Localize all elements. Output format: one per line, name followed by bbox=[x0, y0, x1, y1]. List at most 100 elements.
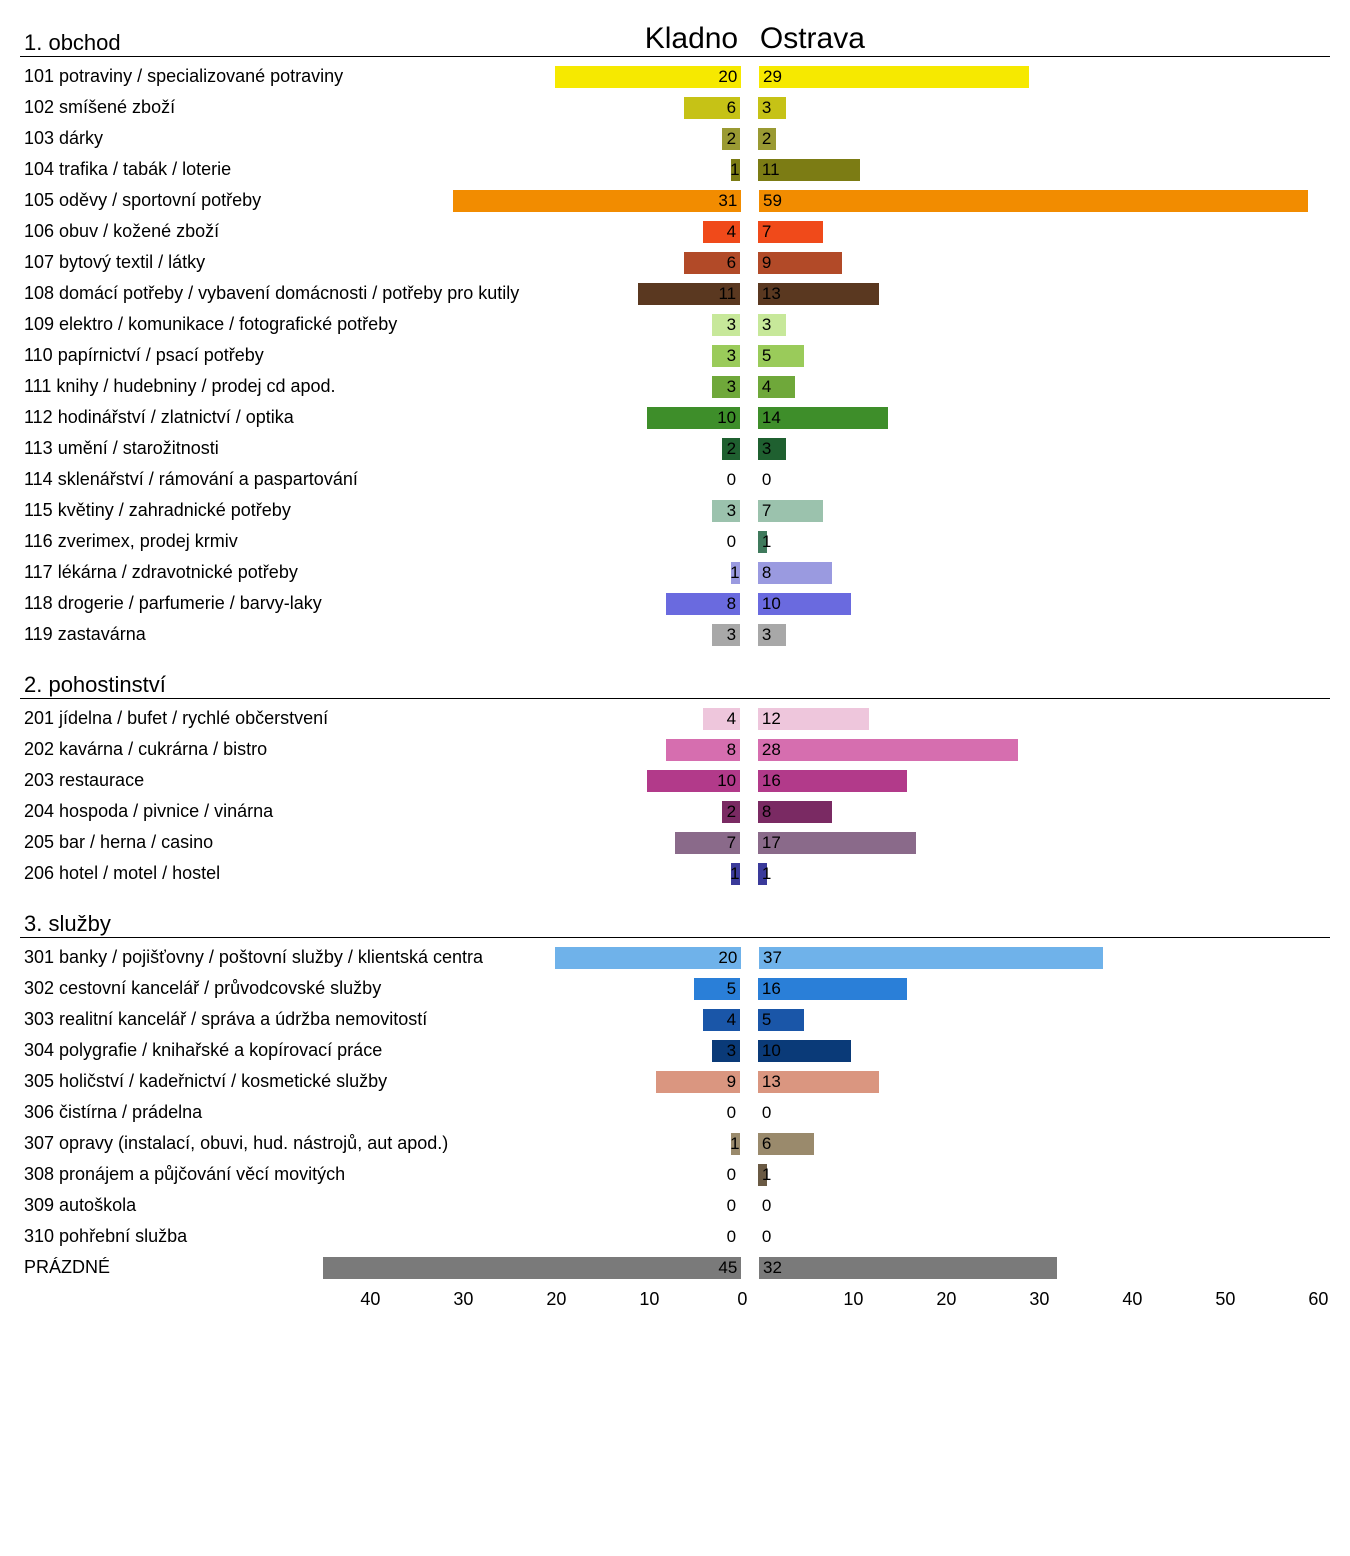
bar-left: 10 bbox=[647, 407, 740, 429]
data-row: 108 domácí potřeby / vybavení domácnosti… bbox=[20, 278, 1330, 309]
row-label: 101 potraviny / specializované potraviny bbox=[20, 66, 571, 87]
axis-tick: 40 bbox=[1122, 1289, 1142, 1310]
bar-right: 11 bbox=[758, 159, 860, 181]
bar-left-wrap: 0 bbox=[572, 1163, 740, 1187]
row-label: 202 kavárna / cukrárna / bistro bbox=[20, 739, 572, 760]
bar-left-wrap: 0 bbox=[572, 1194, 740, 1218]
row-label: 205 bar / herna / casino bbox=[20, 832, 572, 853]
bar-left: 3 bbox=[712, 500, 740, 522]
bar-right-wrap: 5 bbox=[758, 1008, 1330, 1032]
bar-right: 3 bbox=[758, 438, 786, 460]
value-left: 6 bbox=[723, 98, 740, 118]
bar-right: 29 bbox=[759, 66, 1029, 88]
value-right: 3 bbox=[758, 439, 775, 459]
value-left: 4 bbox=[723, 1010, 740, 1030]
header-row: 1. obchodKladnoOstrava bbox=[20, 20, 1330, 56]
row-label: 307 opravy (instalací, obuvi, hud. nástr… bbox=[20, 1133, 572, 1154]
value-right: 1 bbox=[758, 1165, 772, 1185]
value-right: 8 bbox=[758, 802, 775, 822]
bar-right-wrap: 3 bbox=[758, 313, 1330, 337]
data-row: 111 knihy / hudebniny / prodej cd apod.3… bbox=[20, 371, 1330, 402]
bar-left-wrap: 2 bbox=[572, 127, 740, 151]
value-right: 11 bbox=[758, 160, 784, 180]
bar-left: 31 bbox=[453, 190, 741, 212]
bar-left-wrap: 1 bbox=[572, 862, 740, 886]
bar-right: 10 bbox=[758, 593, 851, 615]
value-right: 7 bbox=[758, 501, 775, 521]
bar-right: 5 bbox=[758, 1009, 805, 1031]
bar-left-wrap: 5 bbox=[572, 977, 740, 1001]
bar-left-wrap: 1 bbox=[572, 158, 740, 182]
row-label: 108 domácí potřeby / vybavení domácnosti… bbox=[20, 283, 572, 304]
bar-right: 13 bbox=[758, 1071, 879, 1093]
value-right: 32 bbox=[759, 1258, 786, 1278]
value-right: 0 bbox=[758, 470, 775, 490]
value-left: 3 bbox=[723, 1041, 740, 1061]
value-right: 17 bbox=[758, 833, 785, 853]
bar-left-wrap: 9 bbox=[572, 1070, 740, 1094]
section-title: 1. obchod bbox=[20, 30, 572, 56]
row-label: 106 obuv / kožené zboží bbox=[20, 221, 572, 242]
bar-left: 1 bbox=[731, 562, 740, 584]
bar-left-wrap: 6 bbox=[572, 251, 740, 275]
data-row: 306 čistírna / prádelna00 bbox=[20, 1097, 1330, 1128]
bar-left: 3 bbox=[712, 376, 740, 398]
bar-left: 5 bbox=[694, 978, 741, 1000]
data-row: 308 pronájem a půjčování věcí movitých01 bbox=[20, 1159, 1330, 1190]
value-right: 6 bbox=[758, 1134, 775, 1154]
bar-right: 1 bbox=[758, 531, 767, 553]
bar-left: 6 bbox=[684, 97, 740, 119]
row-label: 115 květiny / zahradnické potřeby bbox=[20, 500, 572, 521]
value-left: 1 bbox=[726, 864, 740, 884]
row-label: 303 realitní kancelář / správa a údržba … bbox=[20, 1009, 572, 1030]
bar-left-wrap: 4 bbox=[572, 707, 740, 731]
axis-tick: 20 bbox=[546, 1289, 566, 1310]
bar-right: 8 bbox=[758, 801, 832, 823]
data-row: 118 drogerie / parfumerie / barvy-laky81… bbox=[20, 588, 1330, 619]
bar-right-wrap: 11 bbox=[758, 158, 1330, 182]
data-row: 110 papírnictví / psací potřeby35 bbox=[20, 340, 1330, 371]
axis-tick: 10 bbox=[639, 1289, 659, 1310]
value-left: 10 bbox=[713, 408, 740, 428]
value-left: 1 bbox=[726, 563, 740, 583]
value-left: 0 bbox=[723, 532, 740, 552]
bar-right-wrap: 3 bbox=[758, 96, 1330, 120]
bar-right-wrap: 37 bbox=[759, 946, 1330, 970]
axis-tick: 0 bbox=[737, 1289, 747, 1310]
bar-right-wrap: 1 bbox=[758, 530, 1330, 554]
row-label: 301 banky / pojišťovny / poštovní služby… bbox=[20, 947, 571, 968]
data-row: 304 polygrafie / knihařské a kopírovací … bbox=[20, 1035, 1330, 1066]
city-left-header: Kladno bbox=[572, 22, 740, 56]
row-label: 201 jídelna / bufet / rychlé občerstvení bbox=[20, 708, 572, 729]
axis-tick: 20 bbox=[936, 1289, 956, 1310]
axis-tick: 60 bbox=[1308, 1289, 1328, 1310]
section-divider bbox=[20, 937, 1330, 938]
bar-right-wrap: 1 bbox=[758, 862, 1330, 886]
data-row: 119 zastavárna33 bbox=[20, 619, 1330, 650]
bar-right-wrap: 6 bbox=[758, 1132, 1330, 1156]
bar-left-wrap: 3 bbox=[572, 344, 740, 368]
bar-left: 8 bbox=[666, 739, 740, 761]
bar-left: 2 bbox=[722, 128, 741, 150]
row-label: 112 hodinářství / zlatnictví / optika bbox=[20, 407, 572, 428]
section-title: 3. služby bbox=[20, 911, 1330, 937]
bar-left-wrap: 20 bbox=[571, 946, 741, 970]
value-right: 5 bbox=[758, 346, 775, 366]
bar-left: 3 bbox=[712, 314, 740, 336]
value-left: 31 bbox=[714, 191, 741, 211]
section-divider bbox=[20, 698, 1330, 699]
bar-right-wrap: 3 bbox=[758, 623, 1330, 647]
bar-left: 20 bbox=[555, 947, 741, 969]
value-right: 2 bbox=[758, 129, 775, 149]
bar-left-wrap: 3 bbox=[572, 313, 740, 337]
value-left: 0 bbox=[723, 1103, 740, 1123]
bar-left-wrap: 3 bbox=[572, 1039, 740, 1063]
bar-right: 37 bbox=[759, 947, 1103, 969]
bar-right: 3 bbox=[758, 624, 786, 646]
value-left: 20 bbox=[714, 67, 741, 87]
bar-right-wrap: 8 bbox=[758, 800, 1330, 824]
bar-left: 3 bbox=[712, 345, 740, 367]
value-right: 10 bbox=[758, 1041, 785, 1061]
bar-left-wrap: 0 bbox=[572, 1101, 740, 1125]
value-left: 2 bbox=[723, 802, 740, 822]
